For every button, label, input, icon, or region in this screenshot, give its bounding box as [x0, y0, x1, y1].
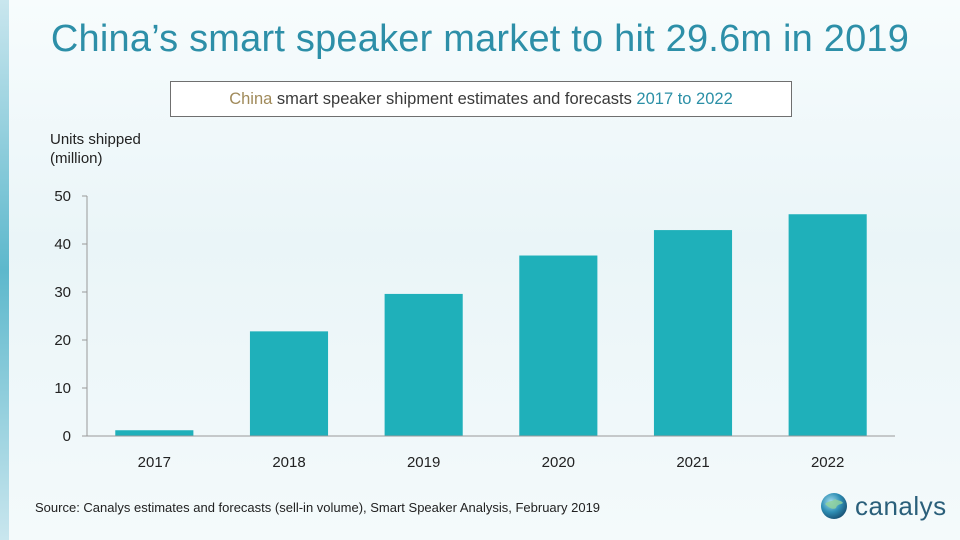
x-tick-label: 2021	[676, 454, 709, 471]
x-tick-label: 2022	[811, 454, 844, 471]
y-tick-label: 50	[54, 188, 71, 205]
y-tick-label: 40	[54, 236, 71, 253]
x-tick-label: 2020	[542, 454, 575, 471]
canalys-logo: canalys	[819, 490, 947, 522]
bars	[115, 214, 867, 436]
x-tick-label: 2019	[407, 454, 440, 471]
subtitle-years: 2017 to 2022	[636, 90, 733, 108]
y-tick-label: 30	[54, 284, 71, 301]
x-axis: 2017 2018 2019 2020 2021 2022	[87, 435, 895, 471]
x-tick-label: 2017	[138, 454, 171, 471]
y-axis: 0 10 20 30 40 50	[54, 188, 88, 445]
y-axis-label-line1: Units shipped	[50, 131, 141, 148]
y-tick-label: 20	[54, 332, 71, 349]
y-tick-label: 0	[63, 428, 71, 445]
bar-2022	[788, 214, 867, 436]
bar-2019	[384, 293, 463, 436]
y-axis-label: Units shipped (million)	[50, 130, 141, 168]
chart-title: China’s smart speaker market to hit 29.6…	[50, 18, 910, 60]
subtitle-middle: smart speaker shipment estimates and for…	[272, 90, 637, 108]
source-note: Source: Canalys estimates and forecasts …	[35, 500, 601, 515]
x-tick-label: 2018	[272, 454, 305, 471]
logo-text: canalys	[855, 490, 947, 521]
chart-subtitle-box: China smart speaker shipment estimates a…	[170, 81, 792, 117]
globe-icon	[821, 493, 847, 519]
bar-2020	[519, 255, 598, 436]
y-tick-label: 10	[54, 380, 71, 397]
subtitle-country: China	[229, 90, 273, 108]
left-accent-bar	[0, 0, 9, 540]
y-axis-label-line2: (million)	[50, 150, 103, 167]
bar-2021	[653, 230, 733, 436]
bar-2017	[115, 430, 194, 436]
bar-2018	[249, 331, 329, 436]
